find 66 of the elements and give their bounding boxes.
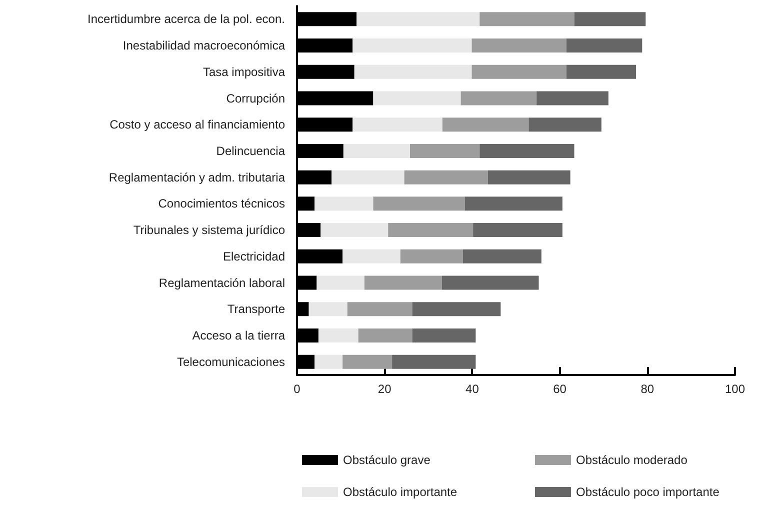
bar <box>342 249 400 264</box>
y-tick-label: Delincuencia <box>216 144 286 158</box>
x-tick-label: 80 <box>640 382 654 396</box>
y-tick-label: Inestabilidad macroeconómica <box>122 38 286 53</box>
y-tick-label: Tasa impositiva <box>202 64 286 79</box>
x-tick-label: 20 <box>378 382 392 396</box>
x-tick-label: 40 <box>466 382 480 396</box>
y-tick-label: Acceso a la tierra <box>192 328 286 342</box>
bar <box>566 64 636 79</box>
legend-label: Obstáculo grave <box>343 453 431 467</box>
y-tick-label: Electricidad <box>222 249 285 264</box>
bar <box>342 354 392 369</box>
bar <box>566 38 642 53</box>
bar <box>480 12 574 26</box>
bar <box>308 302 348 316</box>
y-tick-label: Transporte <box>227 302 286 316</box>
bar <box>472 64 566 79</box>
bar <box>480 144 574 158</box>
y-tick-label: Incertidumbre acerca de la pol. econ. <box>88 12 285 26</box>
bar <box>364 276 442 290</box>
bar <box>404 170 488 184</box>
y-tick-label: Reglamentación y adm. tributaria <box>108 170 286 184</box>
bar <box>320 223 388 238</box>
bar <box>442 118 529 132</box>
x-tick-label: 0 <box>294 382 301 396</box>
bar <box>332 170 404 184</box>
bar <box>373 91 461 106</box>
bar <box>354 64 472 79</box>
bar <box>410 144 480 158</box>
bar <box>316 276 364 290</box>
bar <box>358 328 412 342</box>
bar <box>388 223 474 238</box>
bar <box>442 276 539 290</box>
bar <box>536 91 608 106</box>
bar <box>464 196 562 211</box>
bar <box>473 223 562 238</box>
x-tick-label: 60 <box>553 382 567 396</box>
legend-label: Obstáculo poco importante <box>576 485 720 499</box>
y-tick-label: Corrupción <box>226 91 285 106</box>
bar <box>574 12 646 26</box>
y-tick-label: Costo y acceso al financiamiento <box>110 118 286 132</box>
bar <box>373 196 465 211</box>
bar <box>356 12 480 26</box>
bar <box>412 302 501 316</box>
legend-label: Obstáculo importante <box>343 485 458 499</box>
bar <box>392 354 476 369</box>
bar <box>412 328 476 342</box>
legend-label: Obstáculo moderado <box>576 453 688 467</box>
y-tick-label: Tribunales y sistema jurídico <box>133 223 286 238</box>
bar <box>488 170 570 184</box>
bar <box>318 328 358 342</box>
bar <box>352 38 472 53</box>
bar <box>343 144 410 158</box>
y-tick-label: Reglamentación laboral <box>158 276 285 290</box>
bar <box>347 302 412 316</box>
bar <box>472 38 566 53</box>
bar <box>463 249 542 264</box>
bar <box>352 118 442 132</box>
bar <box>400 249 463 264</box>
y-tick-label: Conocimientos técnicos <box>158 196 285 211</box>
y-tick-label: Telecomunicaciones <box>176 354 285 369</box>
x-tick-label: 100 <box>724 382 746 396</box>
bar <box>314 196 374 211</box>
bar <box>460 91 537 106</box>
bar <box>314 354 343 369</box>
bar <box>528 118 602 132</box>
